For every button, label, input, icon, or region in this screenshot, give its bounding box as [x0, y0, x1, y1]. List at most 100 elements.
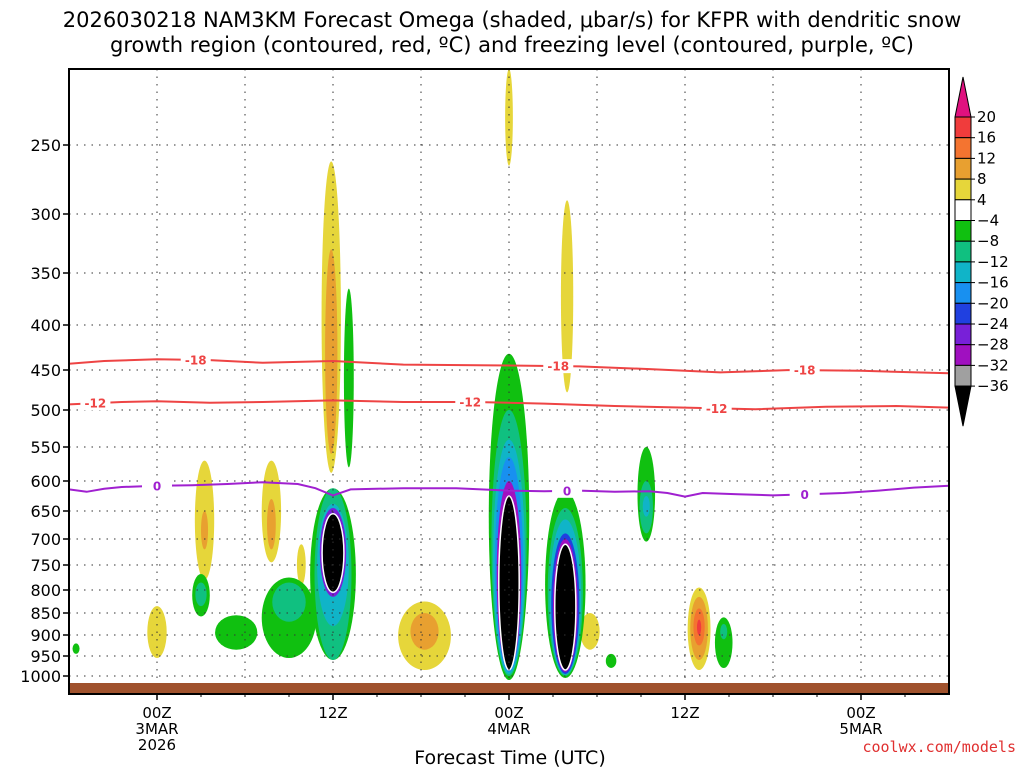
y-tick-label-550: 550 [30, 438, 61, 457]
colorbar-label: −36 [977, 377, 1009, 395]
colorbar-swatch [954, 220, 972, 242]
colorbar-label: 8 [977, 170, 987, 188]
contour-label--18: -18 [547, 360, 569, 374]
descent-day4-05z-level-4 [580, 613, 600, 650]
x-tick-label: 3MAR [135, 720, 178, 738]
y-tick-label-500: 500 [30, 401, 61, 420]
ascent-column-day3-12z-level--36 [321, 513, 345, 594]
colorbar-swatch [954, 282, 972, 304]
colorbar-label: −16 [977, 274, 1009, 292]
chart-title-line-1: 2026030218 NAM3KM Forecast Omega (shaded… [63, 8, 962, 32]
colorbar-label: −12 [977, 253, 1009, 271]
colorbar-label: −32 [977, 356, 1009, 374]
y-tick-label-700: 700 [30, 530, 61, 549]
ascent-low-day3-04z-level--8 [215, 615, 258, 650]
contour-label-bg [180, 352, 211, 367]
y-tick-label-950: 950 [30, 647, 61, 666]
colorbar-swatch [954, 137, 972, 159]
y-tick-label-750: 750 [30, 556, 61, 575]
x-tick-label: 4MAR [487, 720, 530, 738]
colorbar-swatch [954, 323, 972, 346]
contour-label-bg [455, 395, 486, 409]
x-tick-label: 00Z [494, 704, 523, 722]
contour-label-bg [789, 487, 820, 502]
y-tick-label-350: 350 [30, 264, 61, 283]
ascent-low-day3-02z-level--12 [195, 582, 207, 607]
contour-label--18: -18 [185, 353, 207, 367]
x-tick-label: 00Z [846, 704, 875, 722]
contour-label-bg [789, 363, 820, 378]
y-tick-label-450: 450 [30, 361, 61, 380]
contour-label-bg [543, 359, 574, 374]
ascent-dot-day4-06z-level--8 [605, 653, 617, 668]
y-tick-label-1000: 1000 [20, 667, 61, 686]
y-tick-label-850: 850 [30, 604, 61, 623]
y-tick-label-250: 250 [30, 136, 61, 155]
temperature-contours: -18 -18 -18 -12 -12 -12 0 0 0 [69, 352, 949, 502]
y-tick-label-650: 650 [30, 502, 61, 521]
colorbar-label: 20 [977, 108, 996, 126]
contour-label--12: -12 [85, 397, 107, 411]
colorbar-label: 4 [977, 191, 987, 209]
surface-terrain [69, 683, 949, 694]
colorbar-swatch [954, 116, 972, 139]
colorbar-label: −24 [977, 315, 1009, 333]
contour-label-bg [701, 401, 732, 416]
ascent-column-day4-03z-level--36 [554, 543, 577, 671]
x-tick-label: 00Z [142, 704, 171, 722]
contour-0 [69, 481, 949, 498]
colorbar-label: −4 [977, 212, 999, 230]
descent-top-day4-00z-level-4 [505, 69, 513, 166]
colorbar-swatch [954, 199, 972, 222]
contour-label-0: 0 [801, 488, 809, 502]
contour-label-0: 0 [153, 479, 161, 493]
contour-label--12: -12 [459, 396, 481, 410]
y-tick-label-600: 600 [30, 472, 61, 491]
descent-day4-10z-level-16 [696, 619, 702, 635]
y-tick-label-300: 300 [30, 205, 61, 224]
contour-label--18: -18 [794, 364, 816, 378]
colorbar-top-arrow [954, 76, 972, 118]
colorbar-label: −8 [977, 232, 999, 250]
descent-day3-17z-level-8 [410, 613, 439, 650]
descent-upper-day3-12z-level-8 [325, 249, 338, 454]
colorbar-label: 16 [977, 129, 996, 147]
contour-label-bg [552, 483, 583, 498]
ascent-upper-day3-12z-level--8 [343, 288, 354, 468]
x-tick-label: 5MAR [839, 720, 882, 738]
chart-title-line-2: growth region (contoured, red, ºC) and f… [110, 33, 914, 57]
colorbar-label: −28 [977, 336, 1009, 354]
colorbar-swatch [954, 261, 972, 284]
colorbar-swatch [954, 344, 972, 366]
ascent-column-day4-00z-level--36 [498, 495, 520, 671]
ascent-day4-08z-level--16 [642, 496, 650, 517]
y-axis-ticks: 250 300 350 400 450 500 550 600 650 700 750 800 850 9… [20, 136, 69, 686]
ascent-dot-edge-level--8 [72, 643, 80, 654]
descent-day3-08z-dot-level-4 [296, 544, 306, 585]
x-tick-label: 12Z [318, 704, 347, 722]
x-tick-label: 12Z [670, 704, 699, 722]
colorbar-swatch [954, 240, 972, 263]
colorbar-label: −20 [977, 294, 1009, 312]
descent-day3-07z-level-8 [267, 499, 276, 550]
x-tick-label: 2026 [138, 736, 176, 754]
contour--18 [69, 358, 949, 375]
credit-text: coolwx.com/models [862, 738, 1016, 756]
ascent-low-day4-12z-level--8 [714, 617, 733, 668]
y-tick-label-800: 800 [30, 581, 61, 600]
colorbar-swatch [954, 364, 972, 387]
descent-day3-03z-level-8 [201, 511, 209, 550]
x-axis-label: Forecast Time (UTC) [414, 747, 605, 768]
y-tick-label-400: 400 [30, 316, 61, 335]
contour-label-0: 0 [563, 484, 571, 498]
plot-area [72, 69, 733, 680]
y-tick-label-900: 900 [30, 626, 61, 645]
colorbar-swatch [954, 157, 972, 180]
contour-label-bg [142, 478, 172, 493]
contour-label--12: -12 [706, 402, 728, 416]
ascent-low-day4-12z-level--12 [720, 624, 728, 640]
descent-upper-day4-03z-level-4 [560, 200, 574, 393]
colorbar-swatch [954, 178, 972, 201]
contour-label-bg [80, 396, 111, 411]
